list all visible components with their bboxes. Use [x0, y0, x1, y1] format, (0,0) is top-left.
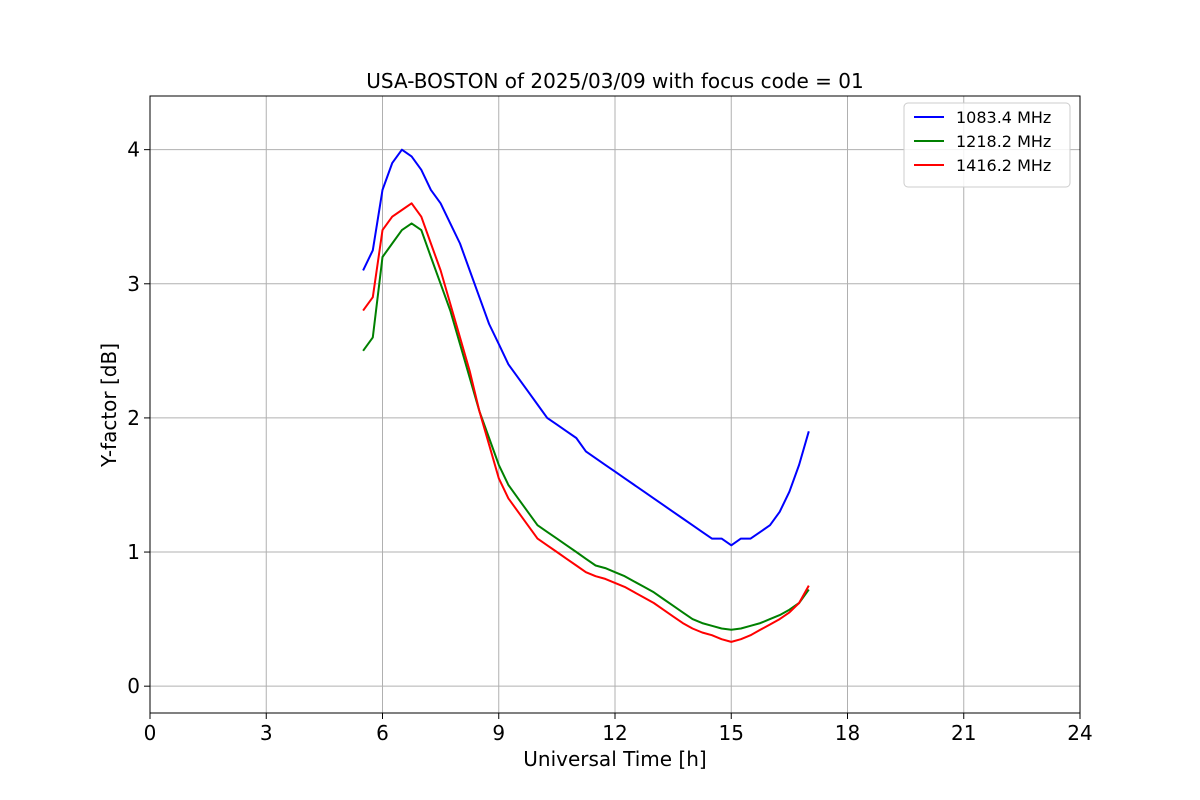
x-tick-label: 24 [1067, 721, 1092, 745]
x-tick-label: 12 [602, 721, 627, 745]
legend: 1083.4 MHz 1218.2 MHz 1416.2 MHz [903, 102, 1071, 188]
series-lines [362, 148, 810, 643]
series-line-2 [362, 202, 810, 643]
y-axis-label: Y-factor [dB] [97, 343, 121, 468]
x-tick-label: 6 [376, 721, 389, 745]
legend-label-2: 1416.2 MHz [956, 156, 1051, 175]
x-tick-label: 3 [260, 721, 273, 745]
chart-title: USA-BOSTON of 2025/03/09 with focus code… [366, 69, 863, 93]
series-line-0 [362, 148, 810, 547]
x-tick-label: 18 [835, 721, 860, 745]
x-tick-label: 15 [719, 721, 744, 745]
legend-box [903, 102, 1071, 188]
x-axis-label: Universal Time [h] [523, 747, 706, 771]
y-tick-label: 3 [127, 272, 140, 296]
x-tick-label: 0 [144, 721, 157, 745]
legend-label-1: 1218.2 MHz [956, 132, 1051, 151]
y-tick-label: 2 [127, 406, 140, 430]
x-tick-label: 21 [951, 721, 976, 745]
y-tick-label: 4 [127, 138, 140, 162]
y-tick-label: 1 [127, 540, 140, 564]
x-tick-label: 9 [492, 721, 505, 745]
series-line-1 [362, 222, 810, 631]
y-tick-label: 0 [127, 674, 140, 698]
legend-label-0: 1083.4 MHz [956, 108, 1051, 127]
